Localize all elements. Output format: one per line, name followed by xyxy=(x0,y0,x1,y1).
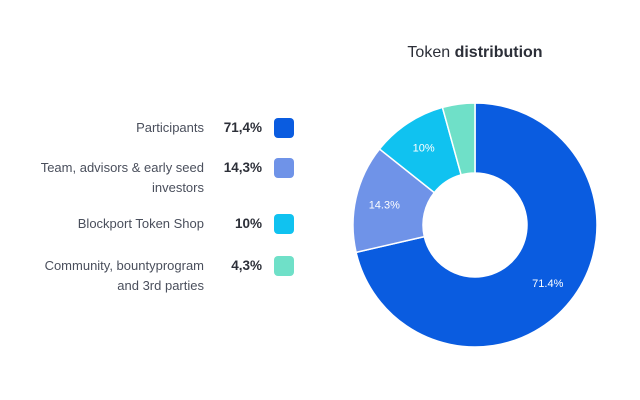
legend-value: 4,3% xyxy=(231,258,262,273)
legend-label-line1: Blockport Token Shop xyxy=(77,216,204,231)
chart-title-bold: distribution xyxy=(454,44,543,61)
slice-label: 71.4% xyxy=(532,278,563,290)
slice-label: 14.3% xyxy=(369,199,400,211)
legend-item-community: Community, bountyprogram and 3rd parties… xyxy=(0,256,298,296)
legend-label-line2: investors xyxy=(151,180,204,195)
legend-label: Community, bountyprogram and 3rd parties xyxy=(45,256,204,296)
slice-label: 10% xyxy=(413,142,435,154)
legend-label: Participants xyxy=(136,118,204,138)
legend-swatch xyxy=(274,118,294,138)
chart-title: Token distribution xyxy=(360,44,590,62)
legend-item-team: Team, advisors & early seed investors 14… xyxy=(0,158,298,198)
legend-value: 71,4% xyxy=(223,120,262,135)
legend-swatch xyxy=(274,214,294,234)
legend-label-line1: Participants xyxy=(136,120,204,135)
legend-label-line2: and 3rd parties xyxy=(117,278,204,293)
legend-label-line1: Team, advisors & early seed xyxy=(40,160,204,175)
slice-participants xyxy=(355,102,598,348)
legend-item-token-shop: Blockport Token Shop 10% xyxy=(0,214,298,234)
donut-chart: 71.4% 14.3% 10% xyxy=(352,102,598,348)
legend-value: 14,3% xyxy=(223,160,262,175)
legend-item-participants: Participants 71,4% xyxy=(0,118,298,138)
slice-community xyxy=(441,102,476,176)
legend-swatch xyxy=(274,256,294,276)
legend-label: Blockport Token Shop xyxy=(78,214,204,234)
chart-legend: Participants 71,4% Team, advisors & earl… xyxy=(0,0,300,400)
legend-label: Team, advisors & early seed investors xyxy=(41,158,204,198)
chart-title-light: Token xyxy=(407,44,451,61)
legend-value: 10% xyxy=(234,216,262,231)
legend-swatch xyxy=(274,158,294,178)
legend-label-line1: Community, bountyprogram xyxy=(44,258,204,273)
